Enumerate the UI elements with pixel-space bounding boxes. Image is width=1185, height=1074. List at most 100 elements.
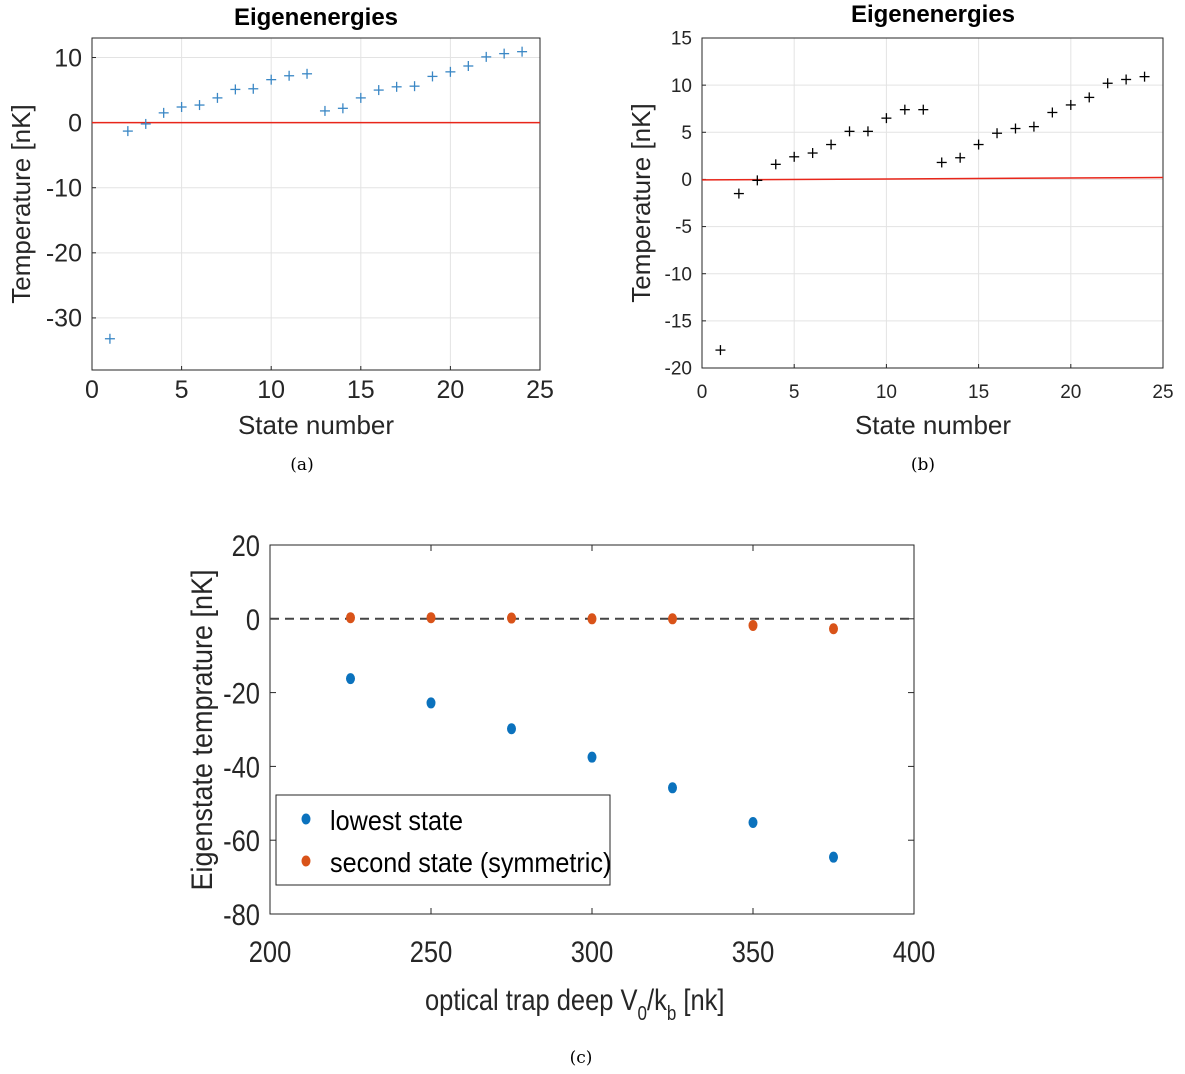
second-state-point [748,619,758,631]
x-tick-label: 0 [85,376,99,404]
second-state-point [426,612,436,624]
data-point [789,151,800,162]
data-point [899,104,910,115]
data-point [844,126,855,137]
data-point [992,128,1003,139]
x-tick-label: 300 [571,935,614,968]
y-tick-label: -60 [223,824,260,857]
x-tick-label: 0 [697,382,708,403]
data-point [176,102,187,113]
chart-c-tick-marks [269,544,915,915]
data-point [481,51,492,62]
chart-c-legend-label-lowest: lowest state [330,805,463,837]
y-tick-label: -5 [675,217,692,238]
data-point [122,126,133,137]
chart-a-x-axis-label: State number [238,410,394,440]
lowest-state-point [829,851,838,863]
chart-c-points [346,612,838,863]
data-point [248,83,259,94]
chart-c-y-axis-label: Eigenstate temprature [nK] [186,570,220,891]
x-tick-label: 25 [1152,382,1173,403]
chart-c-legend-label-second: second state (symmetric) [330,847,611,879]
lowest-state-point [346,673,355,685]
data-point [373,85,384,96]
chart-b-plot-frame [701,37,1164,369]
chart-c-legend: lowest state second state (symmetric) [275,794,611,886]
y-tick-label: 10 [54,44,82,72]
y-tick-label: 10 [671,76,692,97]
data-point [212,92,223,103]
x-tick-label: 20 [1060,382,1081,403]
chart-c-legend-swatch-second [301,855,311,867]
lowest-state-point [668,782,677,794]
lowest-state-point [507,723,516,735]
chart-b-points [715,71,1150,356]
y-tick-label: -15 [665,312,692,333]
data-point [1102,78,1113,89]
data-point [302,68,313,79]
chart-c-legend-swatch-lowest [301,813,311,825]
data-point [445,66,456,77]
lowest-state-point [748,816,758,828]
x-tick-label: 250 [410,935,453,968]
lowest-state-point [587,751,597,763]
second-state-point [507,612,516,624]
y-tick-label: 15 [671,29,692,50]
chart-a-points [104,46,528,344]
second-state-point [668,613,677,625]
data-point [194,100,205,111]
y-tick-label: -80 [223,898,260,931]
y-tick-label: -10 [665,264,692,285]
data-point [807,148,818,159]
data-point [1047,107,1058,118]
data-point [409,81,420,92]
chart-a-x-tick-labels: 0 5 10 15 20 25 [85,376,554,404]
y-tick-label: -20 [665,359,692,380]
chart-a-y-tick-labels: 10 0 -10 -20 -30 [46,44,82,332]
second-state-point [587,613,597,625]
data-point [1121,74,1132,85]
chart-c-caption: (c) [570,1048,593,1068]
chart-b-grid [701,37,1164,369]
data-point [1010,123,1021,134]
chart-a-grid [91,38,541,370]
chart-b-x-tick-labels: 0 5 10 15 20 25 [697,382,1174,403]
data-point [862,126,873,137]
data-point [955,152,966,163]
data-point [499,48,510,59]
chart-b: 0 5 10 15 20 25 15 10 5 0 -5 -10 -15 -20 Eigenenergi… [626,1,1174,475]
chart-c-x-axis-label: optical trap deep V0/kb [nk] [425,983,724,1024]
data-point [1065,99,1076,110]
chart-b-y-axis-label: Temperature [nK] [626,103,656,302]
data-point [230,84,241,95]
chart-a: 0 5 10 15 20 25 10 0 -10 -20 -30 Eigenenergies St… [6,4,554,475]
x-tick-label: 400 [893,935,936,968]
x-tick-label: 20 [436,376,464,404]
y-tick-label: 20 [232,529,260,562]
y-tick-label: -40 [223,750,260,783]
data-point [936,157,947,168]
data-point [158,107,169,118]
chart-c: 200 250 300 350 400 200-20-40-60-80 lowest s… [186,529,936,1068]
x-tick-label: 10 [257,376,285,404]
x-tick-label: 5 [789,382,800,403]
chart-b-title: Eigenenergies [851,1,1015,28]
data-point [319,105,330,116]
y-tick-label: -10 [46,174,82,202]
data-point [973,139,984,150]
data-point [337,103,348,114]
chart-b-x-axis-label: State number [855,410,1011,440]
y-tick-label: 5 [681,123,692,144]
y-tick-label: -20 [223,677,260,710]
data-point [427,71,438,82]
second-state-point [346,612,355,624]
data-point [266,74,277,85]
chart-b-caption: (b) [911,455,935,475]
data-point [517,46,528,57]
data-point [355,92,366,103]
y-tick-label: 0 [246,603,260,636]
data-point [918,104,929,115]
data-point [140,118,151,129]
data-point [463,60,474,71]
